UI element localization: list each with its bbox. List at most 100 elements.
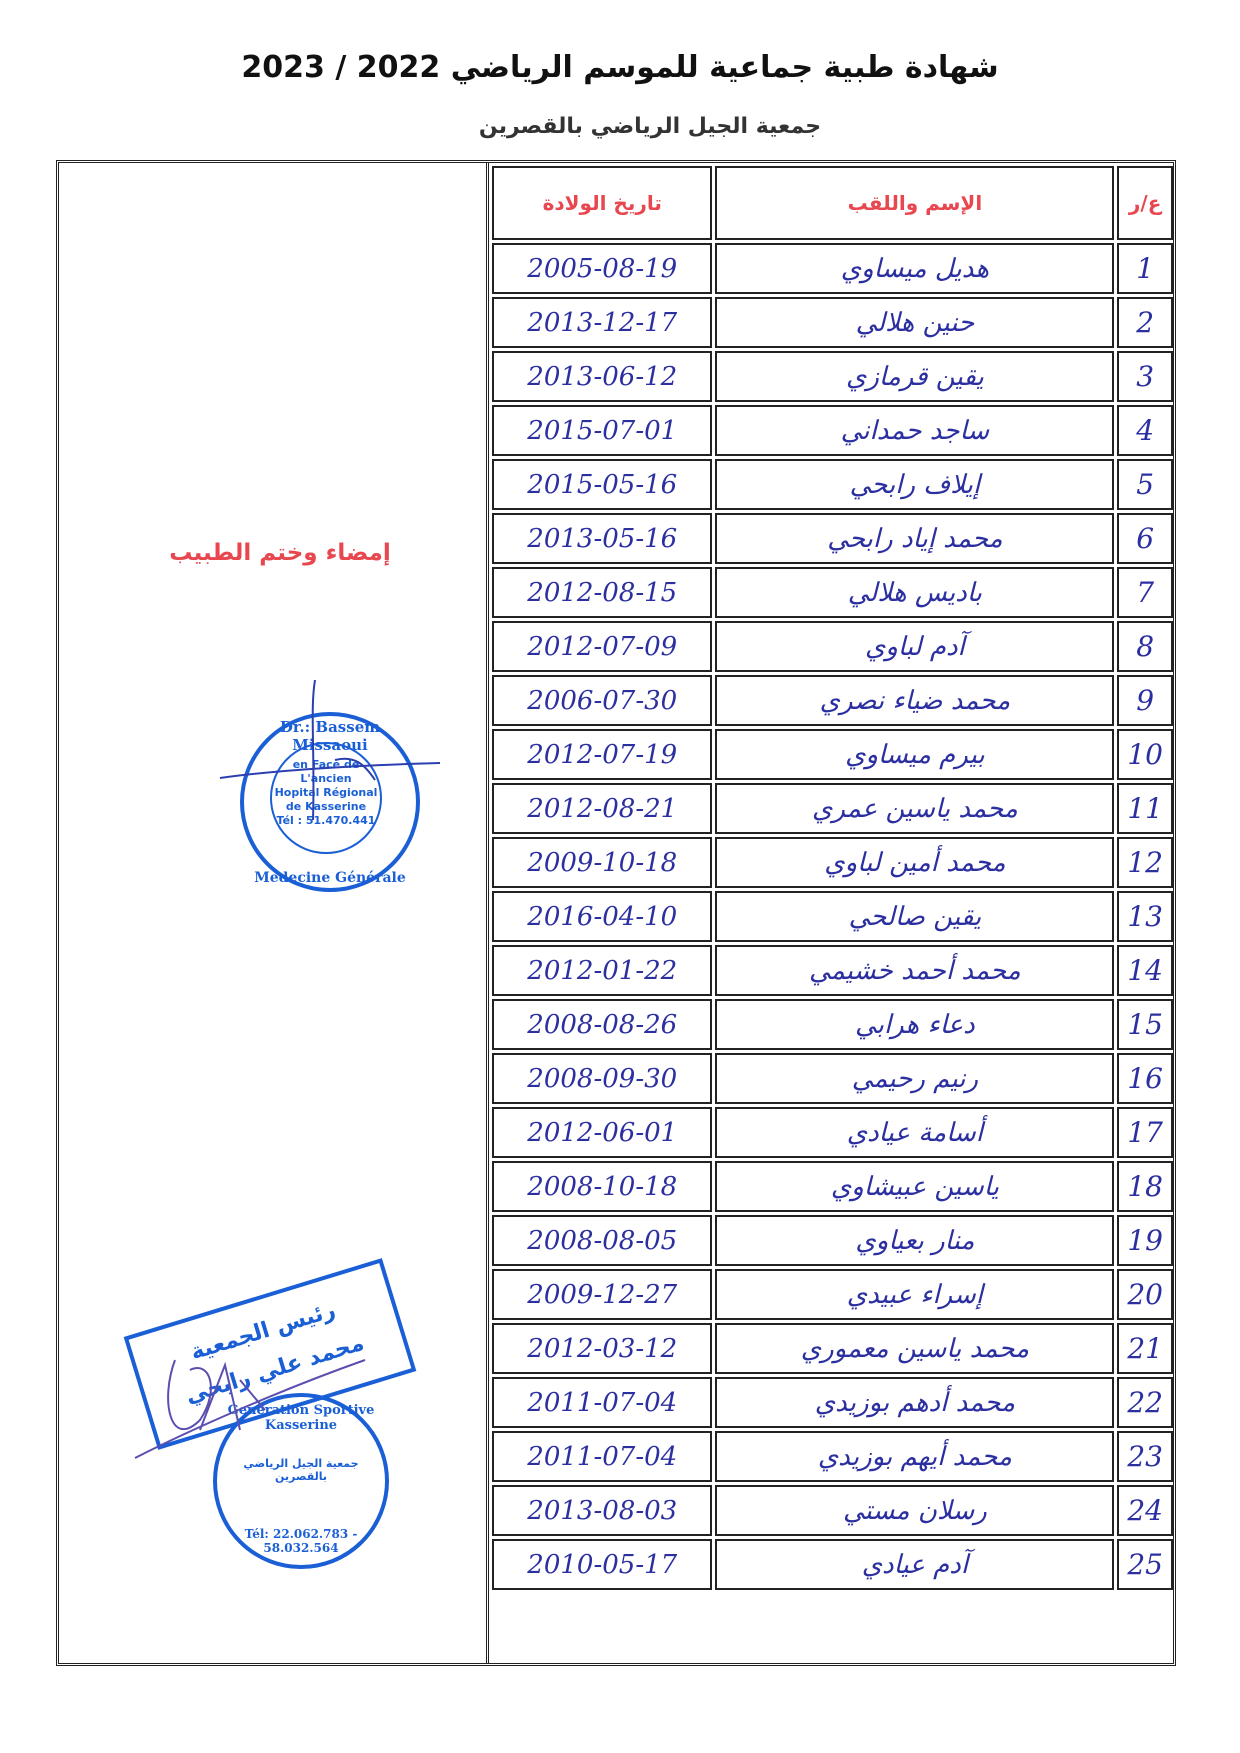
doctor-specialty: Medecine Générale — [254, 870, 406, 886]
col-name: الإسم واللقب — [715, 166, 1115, 240]
player-name: ساجد حمداني — [715, 405, 1115, 456]
row-num: 25 — [1117, 1539, 1173, 1590]
player-name: محمد ضياء نصري — [715, 675, 1115, 726]
table-row: 25 آدم عيادي 2010-05-17 — [492, 1539, 1173, 1590]
player-name: حنين هلالي — [715, 297, 1115, 348]
table-row: 15 دعاء هرابي 2008-08-26 — [492, 999, 1173, 1050]
birth-date: 2012-08-21 — [492, 783, 713, 834]
club-stamp: Generation Sportive Kasserine جمعية الجي… — [213, 1393, 389, 1569]
table-row: 22 محمد أدهم بوزيدي 2011-07-04 — [492, 1377, 1173, 1428]
row-num: 16 — [1117, 1053, 1173, 1104]
table-row: 8 آدم لباوي 2012-07-09 — [492, 621, 1173, 672]
table-row: 3 يقين قرمازي 2013-06-12 — [492, 351, 1173, 402]
birth-date: 2009-10-18 — [492, 837, 713, 888]
row-num: 20 — [1117, 1269, 1173, 1320]
doctor-signature-icon — [219, 679, 441, 821]
row-num: 1 — [1117, 243, 1173, 294]
row-num: 13 — [1117, 891, 1173, 942]
player-name: محمد أيهم بوزيدي — [715, 1431, 1115, 1482]
club-stamp-phone: Tél: 22.062.783 - 58.032.564 — [244, 1527, 358, 1555]
row-num: 24 — [1117, 1485, 1173, 1536]
stamp-line: Hopital Régional — [274, 786, 378, 799]
table-row: 4 ساجد حمداني 2015-07-01 — [492, 405, 1173, 456]
player-name: محمد ياسين معموري — [715, 1323, 1115, 1374]
player-name: رنيم رحيمي — [715, 1053, 1115, 1104]
birth-date: 2013-05-16 — [492, 513, 713, 564]
table-row: 24 رسلان مستي 2013-08-03 — [492, 1485, 1173, 1536]
table-row: 11 محمد ياسين عمري 2012-08-21 — [492, 783, 1173, 834]
row-num: 10 — [1117, 729, 1173, 780]
birth-date: 2015-05-16 — [492, 459, 713, 510]
signature-panel — [59, 163, 489, 1663]
row-num: 4 — [1117, 405, 1173, 456]
table-row: 17 أسامة عيادي 2012-06-01 — [492, 1107, 1173, 1158]
player-name: بيرم ميساوي — [715, 729, 1115, 780]
players-table: ع/ر الإسم واللقب تاريخ الولادة 1 هديل ميس… — [489, 163, 1176, 1593]
player-name: آدم عيادي — [715, 1539, 1115, 1590]
row-num: 9 — [1117, 675, 1173, 726]
row-num: 17 — [1117, 1107, 1173, 1158]
table-row: 16 رنيم رحيمي 2008-09-30 — [492, 1053, 1173, 1104]
birth-date: 2005-08-19 — [492, 243, 713, 294]
row-num: 21 — [1117, 1323, 1173, 1374]
table-row: 5 إيلاف رابحي 2015-05-16 — [492, 459, 1173, 510]
club-stamp-name: Generation Sportive Kasserine — [227, 1403, 375, 1433]
table-row: 18 ياسين عبيشاوي 2008-10-18 — [492, 1161, 1173, 1212]
birth-date: 2012-03-12 — [492, 1323, 713, 1374]
player-name: دعاء هرابي — [715, 999, 1115, 1050]
birth-date: 2012-06-01 — [492, 1107, 713, 1158]
birth-date: 2008-08-26 — [492, 999, 713, 1050]
birth-date: 2013-12-17 — [492, 297, 713, 348]
row-num: 2 — [1117, 297, 1173, 348]
row-num: 3 — [1117, 351, 1173, 402]
birth-date: 2008-10-18 — [492, 1161, 713, 1212]
row-num: 18 — [1117, 1161, 1173, 1212]
player-name: باديس هلالي — [715, 567, 1115, 618]
player-name: منار بعياوي — [715, 1215, 1115, 1266]
row-num: 6 — [1117, 513, 1173, 564]
row-num: 8 — [1117, 621, 1173, 672]
table-row: 20 إسراء عبيدي 2009-12-27 — [492, 1269, 1173, 1320]
president-signature-icon — [134, 1359, 366, 1459]
player-name: يقين صالحي — [715, 891, 1115, 942]
birth-date: 2008-09-30 — [492, 1053, 713, 1104]
table-row: 12 محمد أمين لباوي 2009-10-18 — [492, 837, 1173, 888]
stamp-line: Tél : 51.470.441 — [276, 814, 376, 827]
row-num: 5 — [1117, 459, 1173, 510]
document-title: شهادة طبية جماعية للموسم الرياضي 2022 / … — [241, 50, 999, 85]
player-name: رسلان مستي — [715, 1485, 1115, 1536]
birth-date: 2008-08-05 — [492, 1215, 713, 1266]
player-name: محمد إياد رابحي — [715, 513, 1115, 564]
player-name: محمد ياسين عمري — [715, 783, 1115, 834]
player-name: يقين قرمازي — [715, 351, 1115, 402]
table-header: ع/ر الإسم واللقب تاريخ الولادة — [492, 166, 1173, 240]
row-num: 7 — [1117, 567, 1173, 618]
player-name: محمد أدهم بوزيدي — [715, 1377, 1115, 1428]
club-name: جمعية الجيل الرياضي بالقصرين — [478, 114, 822, 139]
table-row: 14 محمد أحمد خشيمي 2012-01-22 — [492, 945, 1173, 996]
birth-date: 2012-07-09 — [492, 621, 713, 672]
table-row: 23 محمد أيهم بوزيدي 2011-07-04 — [492, 1431, 1173, 1482]
table-row: 7 باديس هلالي 2012-08-15 — [492, 567, 1173, 618]
birth-date: 2011-07-04 — [492, 1431, 713, 1482]
certificate-frame: ع/ر الإسم واللقب تاريخ الولادة 1 هديل ميس… — [56, 160, 1176, 1666]
table-row: 2 حنين هلالي 2013-12-17 — [492, 297, 1173, 348]
table-row: 19 منار بعياوي 2008-08-05 — [492, 1215, 1173, 1266]
table-row: 6 محمد إياد رابحي 2013-05-16 — [492, 513, 1173, 564]
player-name: ياسين عبيشاوي — [715, 1161, 1115, 1212]
player-name: هديل ميساوي — [715, 243, 1115, 294]
birth-date: 2012-07-19 — [492, 729, 713, 780]
row-num: 14 — [1117, 945, 1173, 996]
row-num: 23 — [1117, 1431, 1173, 1482]
table-row: 21 محمد ياسين معموري 2012-03-12 — [492, 1323, 1173, 1374]
birth-date: 2011-07-04 — [492, 1377, 713, 1428]
birth-date: 2016-04-10 — [492, 891, 713, 942]
row-num: 19 — [1117, 1215, 1173, 1266]
col-num: ع/ر — [1117, 166, 1173, 240]
doctor-signature-label: إمضاء وختم الطبيب — [169, 540, 391, 566]
row-num: 11 — [1117, 783, 1173, 834]
birth-date: 2015-07-01 — [492, 405, 713, 456]
table-row: 1 هديل ميساوي 2005-08-19 — [492, 243, 1173, 294]
player-name: إيلاف رابحي — [715, 459, 1115, 510]
player-name: آدم لباوي — [715, 621, 1115, 672]
